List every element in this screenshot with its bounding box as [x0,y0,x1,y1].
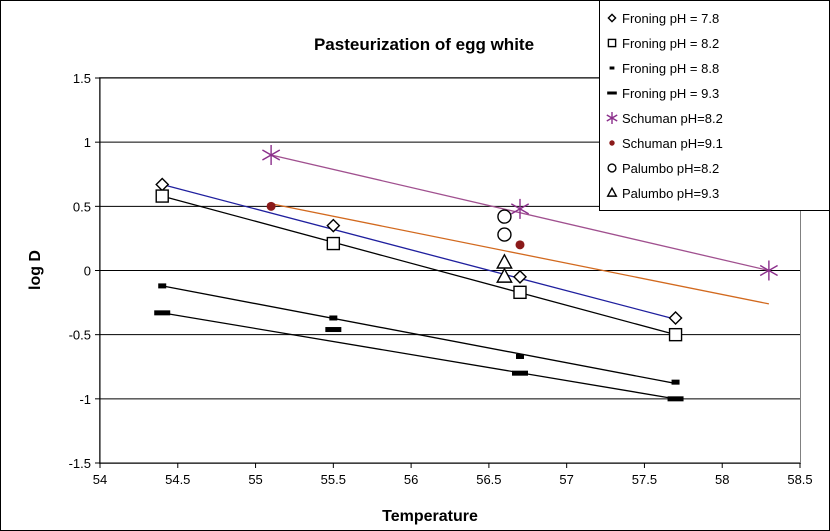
data-markers [154,145,778,402]
data-point [668,310,683,325]
legend-marker [609,140,615,146]
data-point [155,189,169,203]
legend-entry-label: Froning pH = 9.3 [622,86,719,101]
legend-entry-label: Froning pH = 8.2 [622,36,719,51]
data-point [262,145,281,165]
legend-marker [607,91,617,95]
legend-box [599,0,830,211]
y-tick-label: -1 [79,392,91,407]
y-tick-label: -0.5 [69,328,91,343]
axes: -1.5 -1 -0.5 0 0.5 1 1.5 54 54.5 55 55.5 56 56.5 57 57… [69,71,813,487]
data-point [667,396,684,402]
trendlines [162,154,770,400]
legend-entry-label: Schuman pH=8.2 [622,111,723,126]
y-tick-label: 0.5 [73,199,91,214]
y-axis-label: log D [27,250,44,290]
data-point [515,240,525,250]
data-point [154,310,171,316]
y-tick-label: 1 [84,135,91,150]
data-point [512,370,528,376]
data-point [266,201,276,211]
trendline [162,312,676,400]
x-tick-label: 55 [248,472,262,487]
x-tick-label: 56.5 [476,472,501,487]
x-tick-label: 56 [404,472,418,487]
y-tick-label: -1.5 [69,456,91,471]
trendline [270,203,770,305]
data-point [516,353,524,359]
data-point [496,267,513,283]
legend-entry-label: Palumbo pH=9.3 [622,186,719,201]
legend-marker [607,163,617,173]
data-point [513,285,527,300]
data-point [497,227,512,242]
legend: Froning pH = 7.8 Froning pH = 8.2 Froning … [599,0,830,211]
y-tick-label: 0 [84,264,91,279]
data-point [510,198,530,219]
legend-marker [609,66,615,70]
legend-marker [607,38,617,48]
data-point [513,269,527,284]
legend-entry-label: Schuman pH=9.1 [622,136,723,151]
data-point [759,260,778,281]
data-point [329,315,338,321]
x-tick-label: 54 [93,472,107,487]
legend-marker [606,112,618,124]
chart-title: Pasteurization of egg white [314,35,534,54]
trendline [162,285,676,385]
data-point [497,209,512,224]
x-axis-label: Temperature [382,508,478,525]
x-tick-label: 58.5 [787,472,812,487]
data-point [668,327,683,342]
legend-entry-label: Palumbo pH=8.2 [622,161,719,176]
legend-entry-label: Froning pH = 8.8 [622,61,719,76]
x-tick-label: 57.5 [632,472,657,487]
legend-marker [607,13,617,23]
trendline [162,195,676,336]
x-tick-label: 54.5 [165,472,190,487]
y-tick-label: 1.5 [73,71,91,86]
trendline [162,183,676,320]
x-tick-label: 58 [715,472,729,487]
x-tick-label: 55.5 [321,472,346,487]
data-point [158,283,167,289]
x-tick-label: 57 [559,472,573,487]
legend-marker [606,186,618,197]
data-point [326,218,341,233]
legend-entry-label: Froning pH = 7.8 [622,11,719,26]
data-point [326,236,341,251]
data-point [325,327,342,333]
data-point [671,379,680,385]
